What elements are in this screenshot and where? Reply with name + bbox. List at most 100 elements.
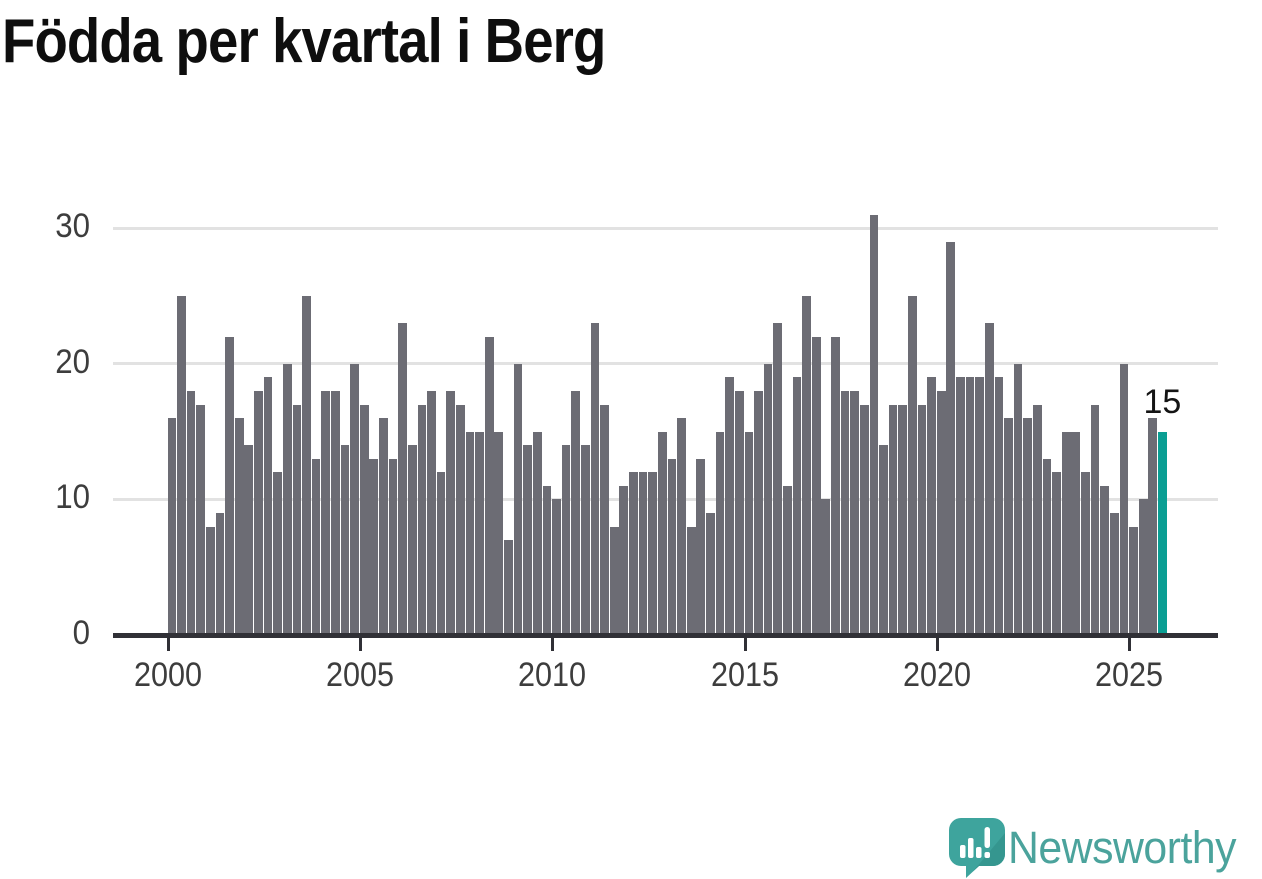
- bar: [205, 526, 215, 635]
- bar: [677, 418, 686, 635]
- bar: [744, 431, 754, 635]
- bar: [590, 323, 600, 635]
- bar: [754, 391, 763, 635]
- bar: [686, 526, 696, 635]
- x-axis-tick: [166, 638, 170, 651]
- bar: [571, 391, 581, 635]
- bar: [1090, 404, 1100, 635]
- bar: [1033, 404, 1042, 635]
- bar: [1013, 363, 1023, 635]
- x-axis-tick-label: 2000: [133, 656, 202, 694]
- bar: [513, 363, 523, 635]
- bar: [186, 391, 196, 635]
- bar: [177, 296, 186, 635]
- bar: [292, 404, 302, 635]
- gridline-y-20: [113, 362, 1218, 366]
- speech-bubble-fold-shape: [973, 833, 1005, 872]
- bar: [215, 513, 225, 635]
- bar: [1071, 431, 1081, 635]
- bar: [965, 377, 975, 635]
- bar: [821, 499, 831, 635]
- bar: [581, 445, 590, 635]
- bar: [234, 418, 244, 635]
- bar: [465, 431, 475, 635]
- bar: [648, 472, 658, 635]
- bar: [446, 391, 456, 635]
- x-axis-tick-label: 2025: [1095, 656, 1164, 694]
- y-axis-tick-label: 10: [55, 478, 90, 517]
- x-axis-tick: [743, 638, 747, 651]
- bar: [273, 472, 282, 635]
- x-axis-tick: [1128, 638, 1132, 651]
- bar: [600, 404, 609, 635]
- bar: [802, 296, 811, 635]
- latest-value-annotation: 15: [1143, 382, 1182, 421]
- x-axis-tick: [551, 638, 555, 651]
- bar: [359, 404, 369, 635]
- bar: [725, 377, 734, 635]
- bar: [407, 445, 417, 635]
- bar: [196, 404, 206, 635]
- bar: [792, 377, 802, 635]
- y-axis-tick-label: 20: [55, 342, 90, 381]
- bar: [302, 296, 311, 635]
- bar: [1023, 418, 1033, 635]
- page-title: Födda per kvartal i Berg: [2, 7, 606, 76]
- bar: [1109, 513, 1119, 635]
- bar: [532, 431, 542, 635]
- bar: [369, 458, 379, 635]
- bar: [263, 377, 273, 635]
- x-axis-tick: [358, 638, 362, 651]
- bar: [311, 458, 321, 635]
- bar: [763, 363, 773, 635]
- bar: [1061, 431, 1071, 635]
- bar: [350, 363, 359, 635]
- y-axis-tick-label: 0: [72, 613, 90, 652]
- bar: [629, 472, 638, 635]
- bar: [638, 472, 648, 635]
- bar: [908, 296, 917, 635]
- bar: [1004, 418, 1013, 635]
- bar: [340, 445, 350, 635]
- bar: [888, 404, 898, 635]
- newsworthy-brand-text: Newsworthy: [1008, 822, 1237, 873]
- bar: [330, 391, 340, 635]
- bar: [388, 458, 398, 635]
- bar: [706, 513, 715, 635]
- x-axis-tick-label: 2020: [902, 656, 971, 694]
- bar: [436, 472, 446, 635]
- bar: [456, 404, 465, 635]
- bar: [773, 323, 783, 635]
- bar: [715, 431, 725, 635]
- bar: [561, 445, 571, 635]
- bar: [254, 391, 263, 635]
- bar: [936, 391, 946, 635]
- bar: [975, 377, 984, 635]
- bar: [946, 241, 956, 635]
- bar: [523, 445, 533, 635]
- bar: [1042, 458, 1052, 635]
- bar: [1138, 499, 1148, 635]
- bar: [667, 458, 677, 635]
- bar: [869, 214, 879, 635]
- bar: [282, 363, 292, 635]
- bar: [1052, 472, 1061, 635]
- bar: [927, 377, 936, 635]
- bar: [1119, 363, 1129, 635]
- highlighted-bar: [1158, 431, 1167, 635]
- x-axis-tick-label: 2010: [518, 656, 587, 694]
- bar: [494, 431, 504, 635]
- bar: [475, 431, 484, 635]
- newsworthy-logo-icon: [949, 818, 1005, 878]
- bar: [831, 336, 840, 635]
- y-axis-tick-label: 30: [55, 207, 90, 246]
- bar: [619, 485, 629, 635]
- bar: [244, 445, 254, 635]
- bar: [1148, 418, 1158, 635]
- bar: [811, 336, 821, 635]
- bar: [167, 418, 177, 635]
- bar: [956, 377, 965, 635]
- bar: [321, 391, 331, 635]
- bar: [427, 391, 436, 635]
